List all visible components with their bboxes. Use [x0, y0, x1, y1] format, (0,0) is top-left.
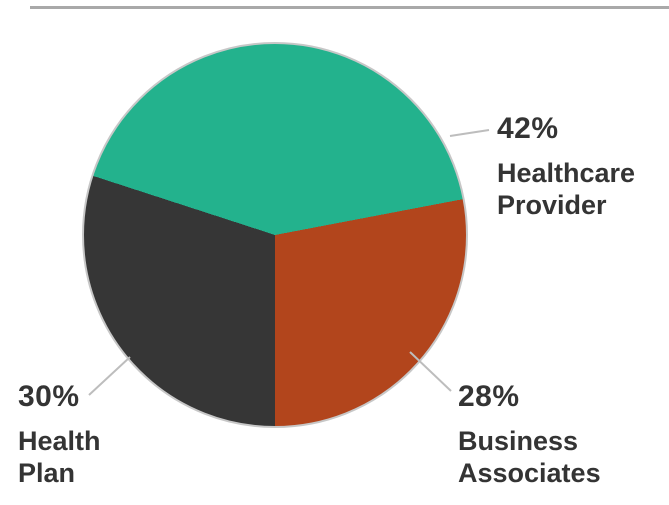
health-plan-label-line2: Plan — [18, 458, 76, 489]
healthcare-provider-label: Healthcare Provider — [497, 157, 635, 222]
callout-healthcare-provider: 42% Healthcare Provider — [497, 112, 635, 222]
business-associates-percent: 28% — [458, 380, 520, 413]
healthcare-provider-percent: 42% — [497, 112, 559, 145]
business-associates-label: Business Associates — [458, 425, 601, 490]
pie-chart — [82, 42, 468, 428]
callout-health-plan: 30% Health Plan — [18, 380, 101, 490]
business-associates-label-line2: Associates — [458, 458, 601, 489]
callout-business-associates: 28% Business Associates — [458, 380, 601, 490]
business-associates-label-line1: Business — [458, 426, 579, 456]
healthcare-provider-label-line1: Healthcare — [497, 158, 636, 188]
top-divider-rule — [30, 6, 669, 9]
health-plan-label-line1: Health — [18, 426, 101, 456]
health-plan-label: Health Plan — [18, 425, 101, 490]
leader-line-healthcare-provider — [449, 129, 490, 137]
health-plan-percent: 30% — [18, 380, 80, 413]
healthcare-provider-label-line2: Provider — [497, 190, 607, 221]
